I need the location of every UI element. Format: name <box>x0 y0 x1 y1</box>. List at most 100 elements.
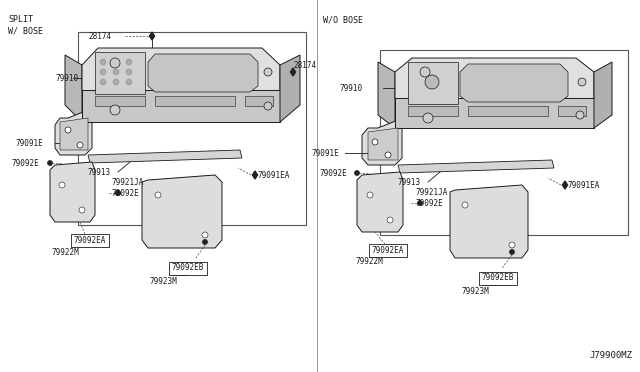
Text: 79092EA: 79092EA <box>372 246 404 254</box>
Text: 79922M: 79922M <box>355 257 383 266</box>
Circle shape <box>578 78 586 86</box>
Text: 79921JA: 79921JA <box>112 177 145 186</box>
Polygon shape <box>398 160 554 173</box>
Text: J79900MZ: J79900MZ <box>589 351 632 360</box>
Polygon shape <box>55 110 92 155</box>
Circle shape <box>115 190 120 196</box>
Circle shape <box>202 232 208 238</box>
Polygon shape <box>357 172 403 232</box>
Text: 79092EA: 79092EA <box>74 235 106 244</box>
Polygon shape <box>82 48 280 98</box>
Circle shape <box>47 160 52 166</box>
Polygon shape <box>82 90 280 122</box>
Circle shape <box>113 69 119 75</box>
Circle shape <box>100 79 106 85</box>
Circle shape <box>126 59 132 65</box>
Text: 79923M: 79923M <box>462 288 490 296</box>
Circle shape <box>113 59 119 65</box>
Text: 79092EB: 79092EB <box>482 273 514 282</box>
Text: 79913: 79913 <box>398 177 421 186</box>
Polygon shape <box>252 171 258 179</box>
Bar <box>408 106 458 116</box>
Text: 79091E: 79091E <box>312 148 340 157</box>
Circle shape <box>417 201 422 205</box>
Circle shape <box>387 217 393 223</box>
Polygon shape <box>368 128 398 160</box>
Bar <box>369 244 407 257</box>
Bar <box>558 106 586 116</box>
Circle shape <box>367 192 373 198</box>
Text: SPLIT
W/ BOSE: SPLIT W/ BOSE <box>8 15 43 35</box>
Text: 28174: 28174 <box>293 61 316 70</box>
Polygon shape <box>65 55 82 122</box>
Text: 79092E: 79092E <box>12 158 40 167</box>
Polygon shape <box>50 162 95 222</box>
Polygon shape <box>362 120 402 165</box>
Circle shape <box>385 152 391 158</box>
Circle shape <box>113 79 119 85</box>
Bar <box>245 96 273 106</box>
Text: 79092E: 79092E <box>320 169 348 177</box>
Polygon shape <box>395 98 594 128</box>
Polygon shape <box>88 150 242 163</box>
Bar <box>71 234 109 247</box>
Circle shape <box>110 58 120 68</box>
Circle shape <box>100 69 106 75</box>
Bar <box>95 96 145 106</box>
Polygon shape <box>149 32 155 40</box>
Bar <box>380 50 628 235</box>
Bar <box>169 262 207 275</box>
Text: 79091EA: 79091EA <box>568 180 600 189</box>
Polygon shape <box>594 62 612 128</box>
Text: 79092EB: 79092EB <box>172 263 204 273</box>
Text: 79923M: 79923M <box>150 278 178 286</box>
Circle shape <box>423 113 433 123</box>
Bar <box>155 96 235 106</box>
Circle shape <box>100 59 106 65</box>
Circle shape <box>355 170 360 176</box>
Text: 28174: 28174 <box>88 32 111 41</box>
Bar <box>78 32 306 225</box>
Circle shape <box>59 182 65 188</box>
Circle shape <box>202 240 207 244</box>
Text: 79091EA: 79091EA <box>258 170 291 180</box>
Polygon shape <box>395 58 594 108</box>
Text: 79091E: 79091E <box>15 138 43 148</box>
Polygon shape <box>460 64 568 102</box>
Polygon shape <box>450 185 528 258</box>
Text: 79092E: 79092E <box>112 189 140 198</box>
Circle shape <box>155 192 161 198</box>
Text: W/O BOSE: W/O BOSE <box>323 15 363 24</box>
Circle shape <box>126 79 132 85</box>
Polygon shape <box>148 54 258 92</box>
Circle shape <box>425 75 439 89</box>
Bar <box>468 106 548 116</box>
Text: 79922M: 79922M <box>52 247 80 257</box>
Polygon shape <box>291 68 296 76</box>
Circle shape <box>110 105 120 115</box>
Text: 79913: 79913 <box>88 167 111 176</box>
Circle shape <box>79 207 85 213</box>
Polygon shape <box>378 62 395 128</box>
Text: 79910: 79910 <box>55 74 78 83</box>
Text: 79921JA: 79921JA <box>415 187 447 196</box>
Polygon shape <box>95 52 145 94</box>
Polygon shape <box>563 181 568 189</box>
Polygon shape <box>408 62 458 104</box>
Circle shape <box>576 111 584 119</box>
Polygon shape <box>60 118 88 150</box>
Circle shape <box>462 202 468 208</box>
Circle shape <box>264 68 272 76</box>
Circle shape <box>65 127 71 133</box>
Text: 79092E: 79092E <box>415 199 443 208</box>
Circle shape <box>509 250 515 254</box>
Circle shape <box>420 67 430 77</box>
Circle shape <box>264 102 272 110</box>
Polygon shape <box>280 55 300 122</box>
Circle shape <box>509 242 515 248</box>
Bar <box>479 272 517 285</box>
Circle shape <box>372 139 378 145</box>
Circle shape <box>126 69 132 75</box>
Text: 79910: 79910 <box>340 83 363 93</box>
Polygon shape <box>142 175 222 248</box>
